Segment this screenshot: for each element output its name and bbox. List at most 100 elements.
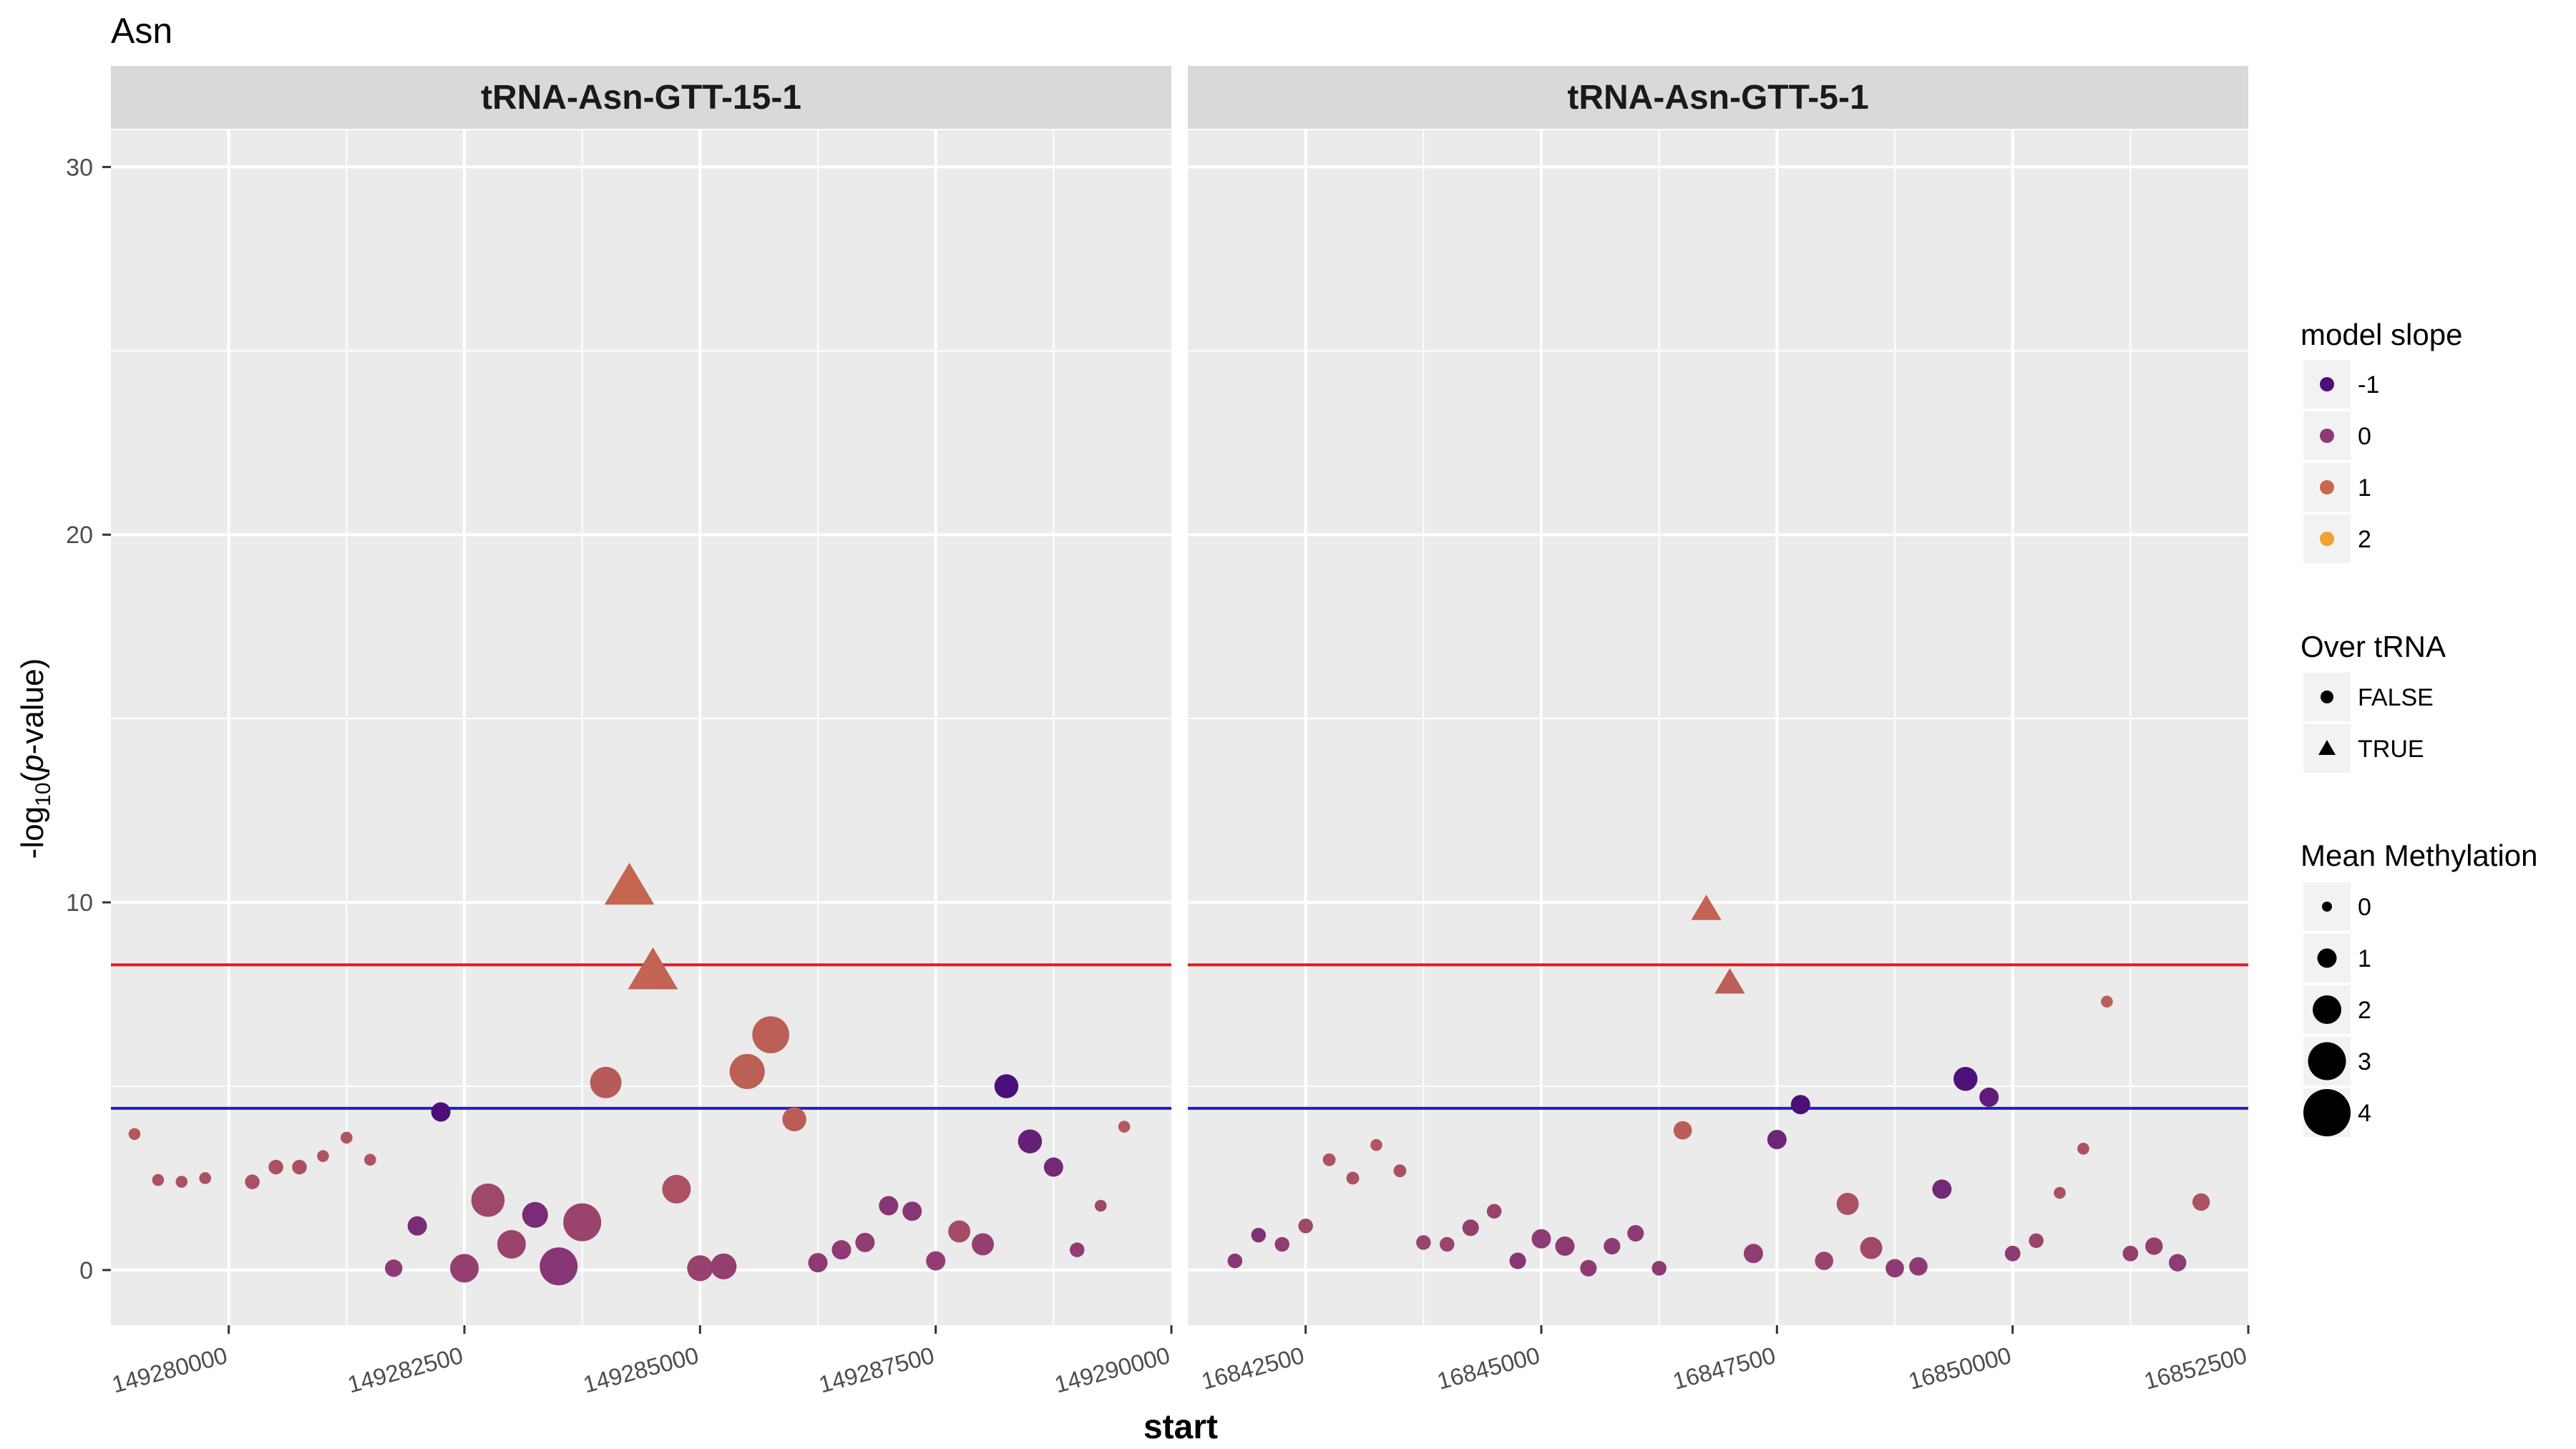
- data-point: [2077, 1143, 2089, 1155]
- legend-size-dot: [2313, 995, 2341, 1024]
- data-point: [1885, 1259, 1904, 1278]
- data-point-triangle: [1714, 968, 1745, 994]
- legend-label: 0: [2358, 423, 2371, 450]
- data-point: [1932, 1179, 1952, 1199]
- legend-label: TRUE: [2358, 736, 2424, 763]
- data-point: [1531, 1229, 1551, 1249]
- x-tick-label: 16847500: [1670, 1342, 1778, 1395]
- facet-strip: [111, 66, 1171, 129]
- data-point: [782, 1107, 806, 1131]
- data-point: [2169, 1254, 2187, 1272]
- data-point: [2192, 1193, 2210, 1211]
- data-point: [808, 1253, 828, 1273]
- data-point: [1860, 1236, 1883, 1259]
- data-point: [1979, 1087, 1999, 1107]
- facet-title: tRNA-Asn-GTT-15-1: [481, 79, 801, 117]
- legend-label: FALSE: [2358, 684, 2434, 711]
- legend-title: model slope: [2301, 318, 2462, 351]
- legend-swatch: [2320, 429, 2334, 443]
- data-point-triangle: [1691, 894, 1722, 920]
- data-point: [1251, 1227, 1267, 1243]
- data-point: [407, 1216, 427, 1236]
- data-point: [1462, 1219, 1479, 1236]
- legend-size-dot: [2322, 902, 2332, 912]
- data-point: [364, 1153, 376, 1166]
- data-point: [1652, 1261, 1667, 1276]
- legend-triangle: [2318, 740, 2336, 755]
- data-point: [687, 1255, 713, 1282]
- data-point: [1070, 1242, 1085, 1257]
- data-point: [497, 1229, 526, 1259]
- data-point: [662, 1174, 691, 1204]
- data-point: [1298, 1219, 1313, 1234]
- svg-text:-log10(p-value): -log10(p-value): [15, 658, 55, 859]
- data-point: [1440, 1236, 1455, 1252]
- facet-title: tRNA-Asn-GTT-5-1: [1567, 79, 1868, 117]
- x-axis-title: start: [1143, 1408, 1218, 1446]
- data-point: [831, 1240, 852, 1260]
- legend-label: 2: [2358, 997, 2371, 1024]
- legend-size-dot: [2317, 948, 2337, 968]
- data-point: [245, 1174, 260, 1189]
- x-tick-label: 149280000: [109, 1342, 230, 1397]
- x-tick-label: 149282500: [345, 1342, 466, 1397]
- legend-size-dot: [2308, 1042, 2346, 1080]
- legend-swatch: [2320, 532, 2334, 546]
- data-point: [752, 1016, 789, 1053]
- data-point: [1043, 1157, 1063, 1177]
- data-point: [1953, 1066, 1978, 1091]
- data-point: [128, 1128, 141, 1141]
- legend-label: 0: [2358, 894, 2371, 921]
- legend-circle: [2321, 691, 2333, 703]
- x-tick-label: 16842500: [1199, 1342, 1307, 1395]
- legend-label: 2: [2358, 526, 2371, 553]
- data-point: [711, 1253, 737, 1279]
- data-point: [1393, 1164, 1407, 1178]
- data-point: [1790, 1095, 1810, 1115]
- data-point: [1509, 1252, 1526, 1269]
- data-point: [1018, 1129, 1043, 1153]
- data-point: [563, 1203, 602, 1241]
- legend-title: Mean Methylation: [2301, 839, 2538, 872]
- panel-2: tRNA-Asn-GTT-5-1 16842500 16845000 16847500…: [1188, 66, 2250, 1395]
- data-point: [1627, 1224, 1644, 1242]
- panel-background: [1188, 130, 2248, 1325]
- data-point: [317, 1150, 329, 1162]
- data-point: [590, 1066, 622, 1098]
- data-point: [450, 1254, 479, 1283]
- data-point: [292, 1159, 307, 1175]
- y-tick-label: 10: [66, 889, 93, 917]
- data-point: [926, 1251, 946, 1271]
- data-point: [1604, 1237, 1621, 1255]
- data-point: [1767, 1130, 1787, 1150]
- x-tick-label: 149287500: [816, 1342, 937, 1397]
- data-point: [1370, 1138, 1382, 1151]
- data-point: [1555, 1236, 1575, 1257]
- data-point: [1227, 1253, 1243, 1269]
- y-axis-title: -log10(p-value): [15, 658, 55, 859]
- data-point: [1486, 1204, 1502, 1219]
- data-point: [1274, 1236, 1289, 1252]
- legend-title: Over tRNA: [2301, 630, 2446, 663]
- legend-swatch: [2320, 377, 2334, 391]
- data-point: [2029, 1233, 2044, 1249]
- data-point: [1322, 1153, 1336, 1166]
- chart-title: Asn: [111, 11, 172, 51]
- legend-label: 4: [2358, 1100, 2371, 1127]
- data-point: [152, 1174, 165, 1186]
- data-point: [471, 1184, 505, 1217]
- legend-swatch: [2320, 480, 2334, 494]
- legend-label: 3: [2358, 1048, 2371, 1075]
- legend-label: -1: [2358, 371, 2379, 399]
- data-point: [729, 1053, 765, 1089]
- data-point-triangle: [628, 947, 678, 990]
- x-tick-label: 16850000: [1906, 1342, 2014, 1395]
- legend-size-dot: [2303, 1089, 2351, 1136]
- data-point: [902, 1201, 922, 1221]
- data-point: [1743, 1244, 1763, 1264]
- y-tick-label: 20: [66, 522, 93, 549]
- data-point: [948, 1220, 971, 1243]
- data-point: [2122, 1245, 2139, 1262]
- data-point: [540, 1247, 578, 1286]
